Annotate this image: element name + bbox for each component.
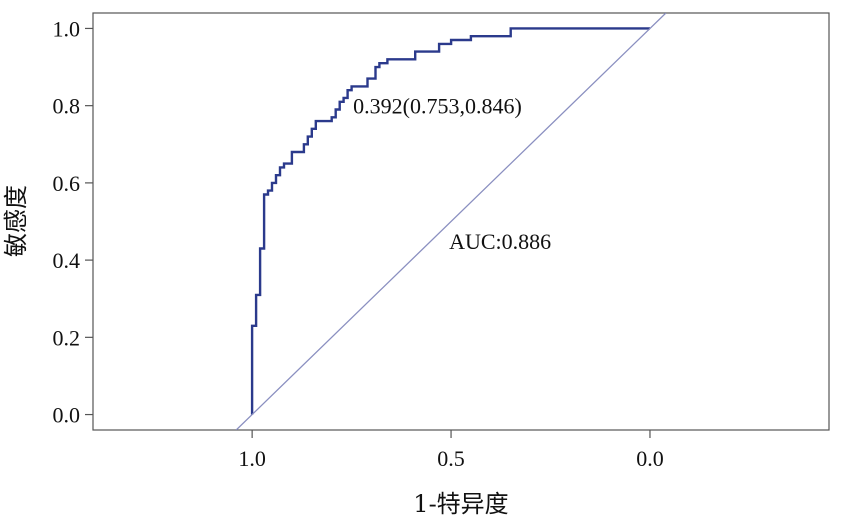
plot-frame [92,12,830,431]
annotations: 0.392(0.753,0.846) AUC:0.886 [353,94,551,254]
auc-annotation: AUC:0.886 [449,229,551,254]
x-axis: 1.0 0.5 0.0 [238,430,664,471]
y-axis-title: 敏感度 [2,185,30,257]
plot-area [235,13,667,430]
roc-curve-line [250,27,650,415]
y-tick-label: 0.6 [53,171,81,196]
y-tick-label: 0.2 [53,325,81,350]
x-axis-title: 1-特异度 [413,490,508,518]
y-tick-label: 1.0 [53,16,81,41]
y-axis: 0.0 0.2 0.4 0.6 0.8 1.0 [53,16,93,428]
x-tick-label: 0.5 [437,446,465,471]
y-tick-label: 0.0 [53,403,81,428]
x-tick-label: 0.0 [636,446,664,471]
y-tick-label: 0.8 [53,94,81,119]
reference-diagonal-line [235,13,667,430]
x-tick-label: 1.0 [238,446,266,471]
cutoff-annotation: 0.392(0.753,0.846) [353,94,522,119]
y-tick-label: 0.4 [53,248,81,273]
